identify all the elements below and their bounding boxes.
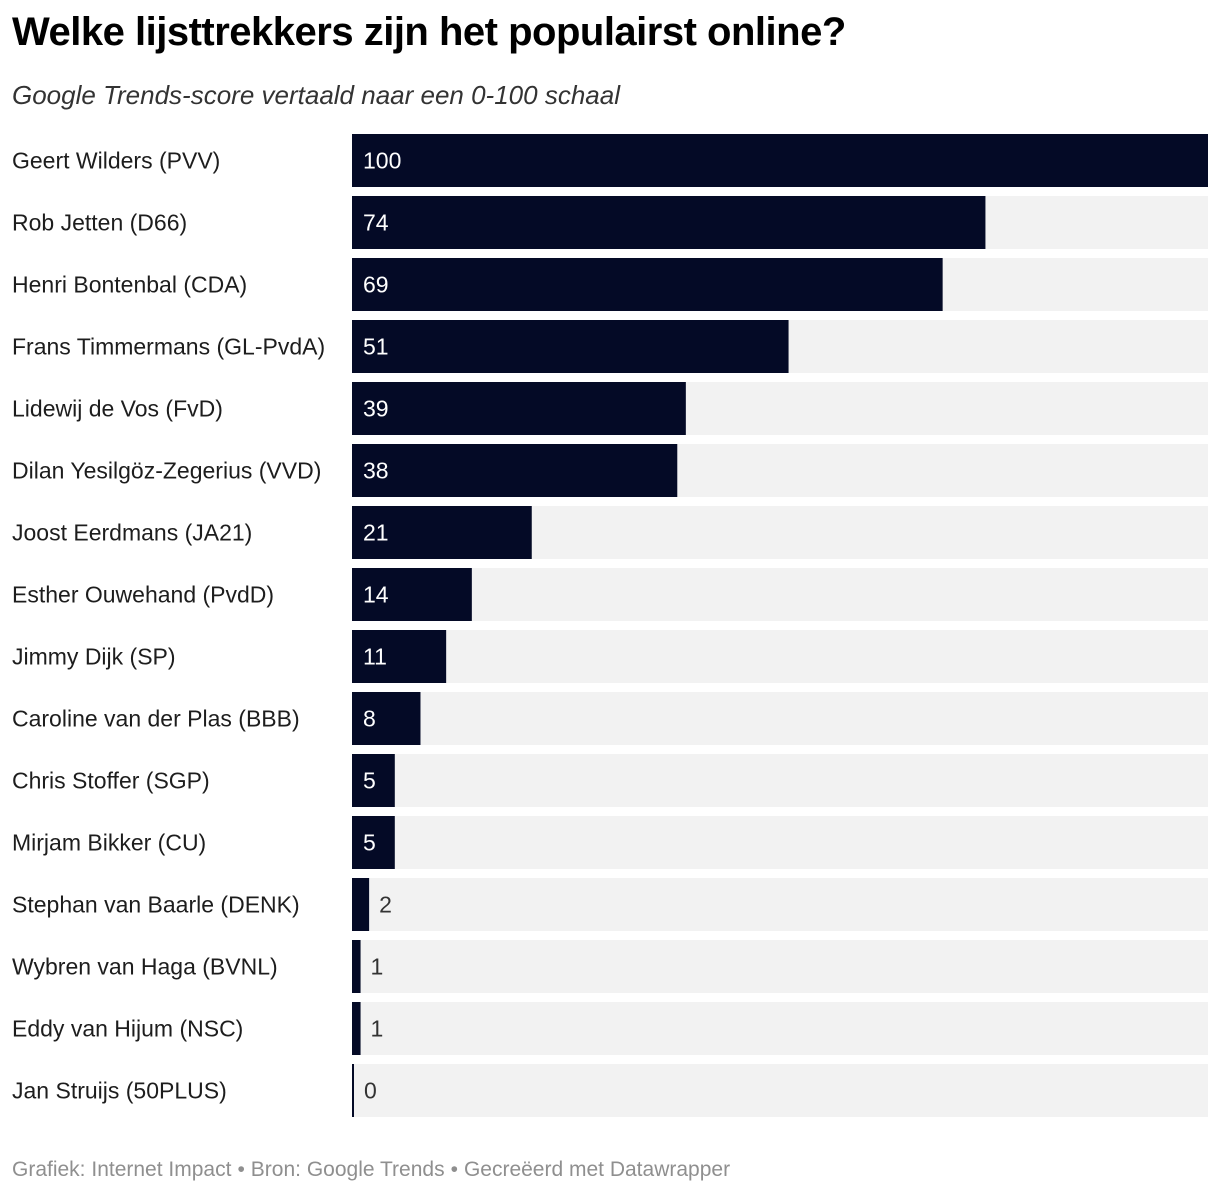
- value-label: 1: [371, 954, 384, 980]
- value-label: 5: [363, 830, 376, 856]
- bar: [352, 506, 532, 559]
- category-label: Wybren van Haga (BVNL): [12, 954, 278, 980]
- bar: [352, 1064, 354, 1117]
- chart-subtitle: Google Trends-score vertaald naar een 0-…: [12, 80, 620, 110]
- bar-track: [352, 692, 1208, 745]
- category-label: Geert Wilders (PVV): [12, 148, 220, 174]
- value-label: 0: [364, 1078, 377, 1104]
- value-label: 1: [371, 1016, 384, 1042]
- value-label: 51: [363, 334, 389, 360]
- bar: [352, 692, 421, 745]
- bar: [352, 878, 370, 931]
- category-label: Chris Stoffer (SGP): [12, 768, 210, 794]
- bar-track: [352, 1002, 1208, 1055]
- value-label: 21: [363, 520, 389, 546]
- bar-track: [352, 754, 1208, 807]
- chart-footer: Grafiek: Internet Impact • Bron: Google Tr…: [12, 1158, 730, 1182]
- bar: [352, 1002, 361, 1055]
- bar: [352, 568, 472, 621]
- footer-graph-credit: Grafiek: Internet Impact: [12, 1158, 232, 1181]
- value-label: 39: [363, 396, 389, 422]
- bar: [352, 320, 789, 373]
- category-label: Rob Jetten (D66): [12, 210, 187, 236]
- bar-track: [352, 878, 1208, 931]
- bar-track: [352, 630, 1208, 683]
- category-label: Caroline van der Plas (BBB): [12, 706, 300, 732]
- category-label: Henri Bontenbal (CDA): [12, 272, 247, 298]
- value-label: 69: [363, 272, 389, 298]
- bar: [352, 258, 943, 311]
- category-label: Mirjam Bikker (CU): [12, 830, 206, 856]
- bar: [352, 630, 447, 683]
- footer-separator: •: [237, 1158, 245, 1181]
- bar: [352, 754, 395, 807]
- bar: [352, 196, 986, 249]
- value-label: 74: [363, 210, 389, 236]
- footer-separator: •: [450, 1158, 458, 1181]
- footer-tool: Gecreëerd met Datawrapper: [463, 1158, 731, 1181]
- category-label: Eddy van Hijum (NSC): [12, 1016, 243, 1042]
- bar-track: [352, 816, 1208, 869]
- category-label: Lidewij de Vos (FvD): [12, 396, 223, 422]
- value-label: 14: [363, 582, 389, 608]
- footer-source: Bron: Google Trends: [250, 1158, 445, 1181]
- bar-track: [352, 940, 1208, 993]
- value-label: 5: [363, 768, 376, 794]
- category-label: Stephan van Baarle (DENK): [12, 892, 300, 918]
- category-label: Frans Timmermans (GL-PvdA): [12, 334, 325, 360]
- bar: [352, 134, 1208, 187]
- category-label: Jimmy Dijk (SP): [12, 644, 176, 670]
- category-label: Dilan Yesilgöz-Zegerius (VVD): [12, 458, 321, 484]
- value-label: 11: [363, 644, 387, 670]
- category-label: Joost Eerdmans (JA21): [12, 520, 252, 546]
- value-label: 38: [363, 458, 389, 484]
- bar-track: [352, 568, 1208, 621]
- value-label: 2: [379, 892, 392, 918]
- value-label: 8: [363, 706, 376, 732]
- value-label: 100: [363, 148, 401, 174]
- category-label: Jan Struijs (50PLUS): [12, 1078, 227, 1104]
- chart-title: Welke lijsttrekkers zijn het populairst …: [12, 10, 846, 54]
- bar: [352, 816, 395, 869]
- bar-track: [352, 1064, 1208, 1117]
- bar: [352, 382, 686, 435]
- bar: [352, 940, 361, 993]
- category-label: Esther Ouwehand (PvdD): [12, 582, 274, 608]
- bar: [352, 444, 678, 497]
